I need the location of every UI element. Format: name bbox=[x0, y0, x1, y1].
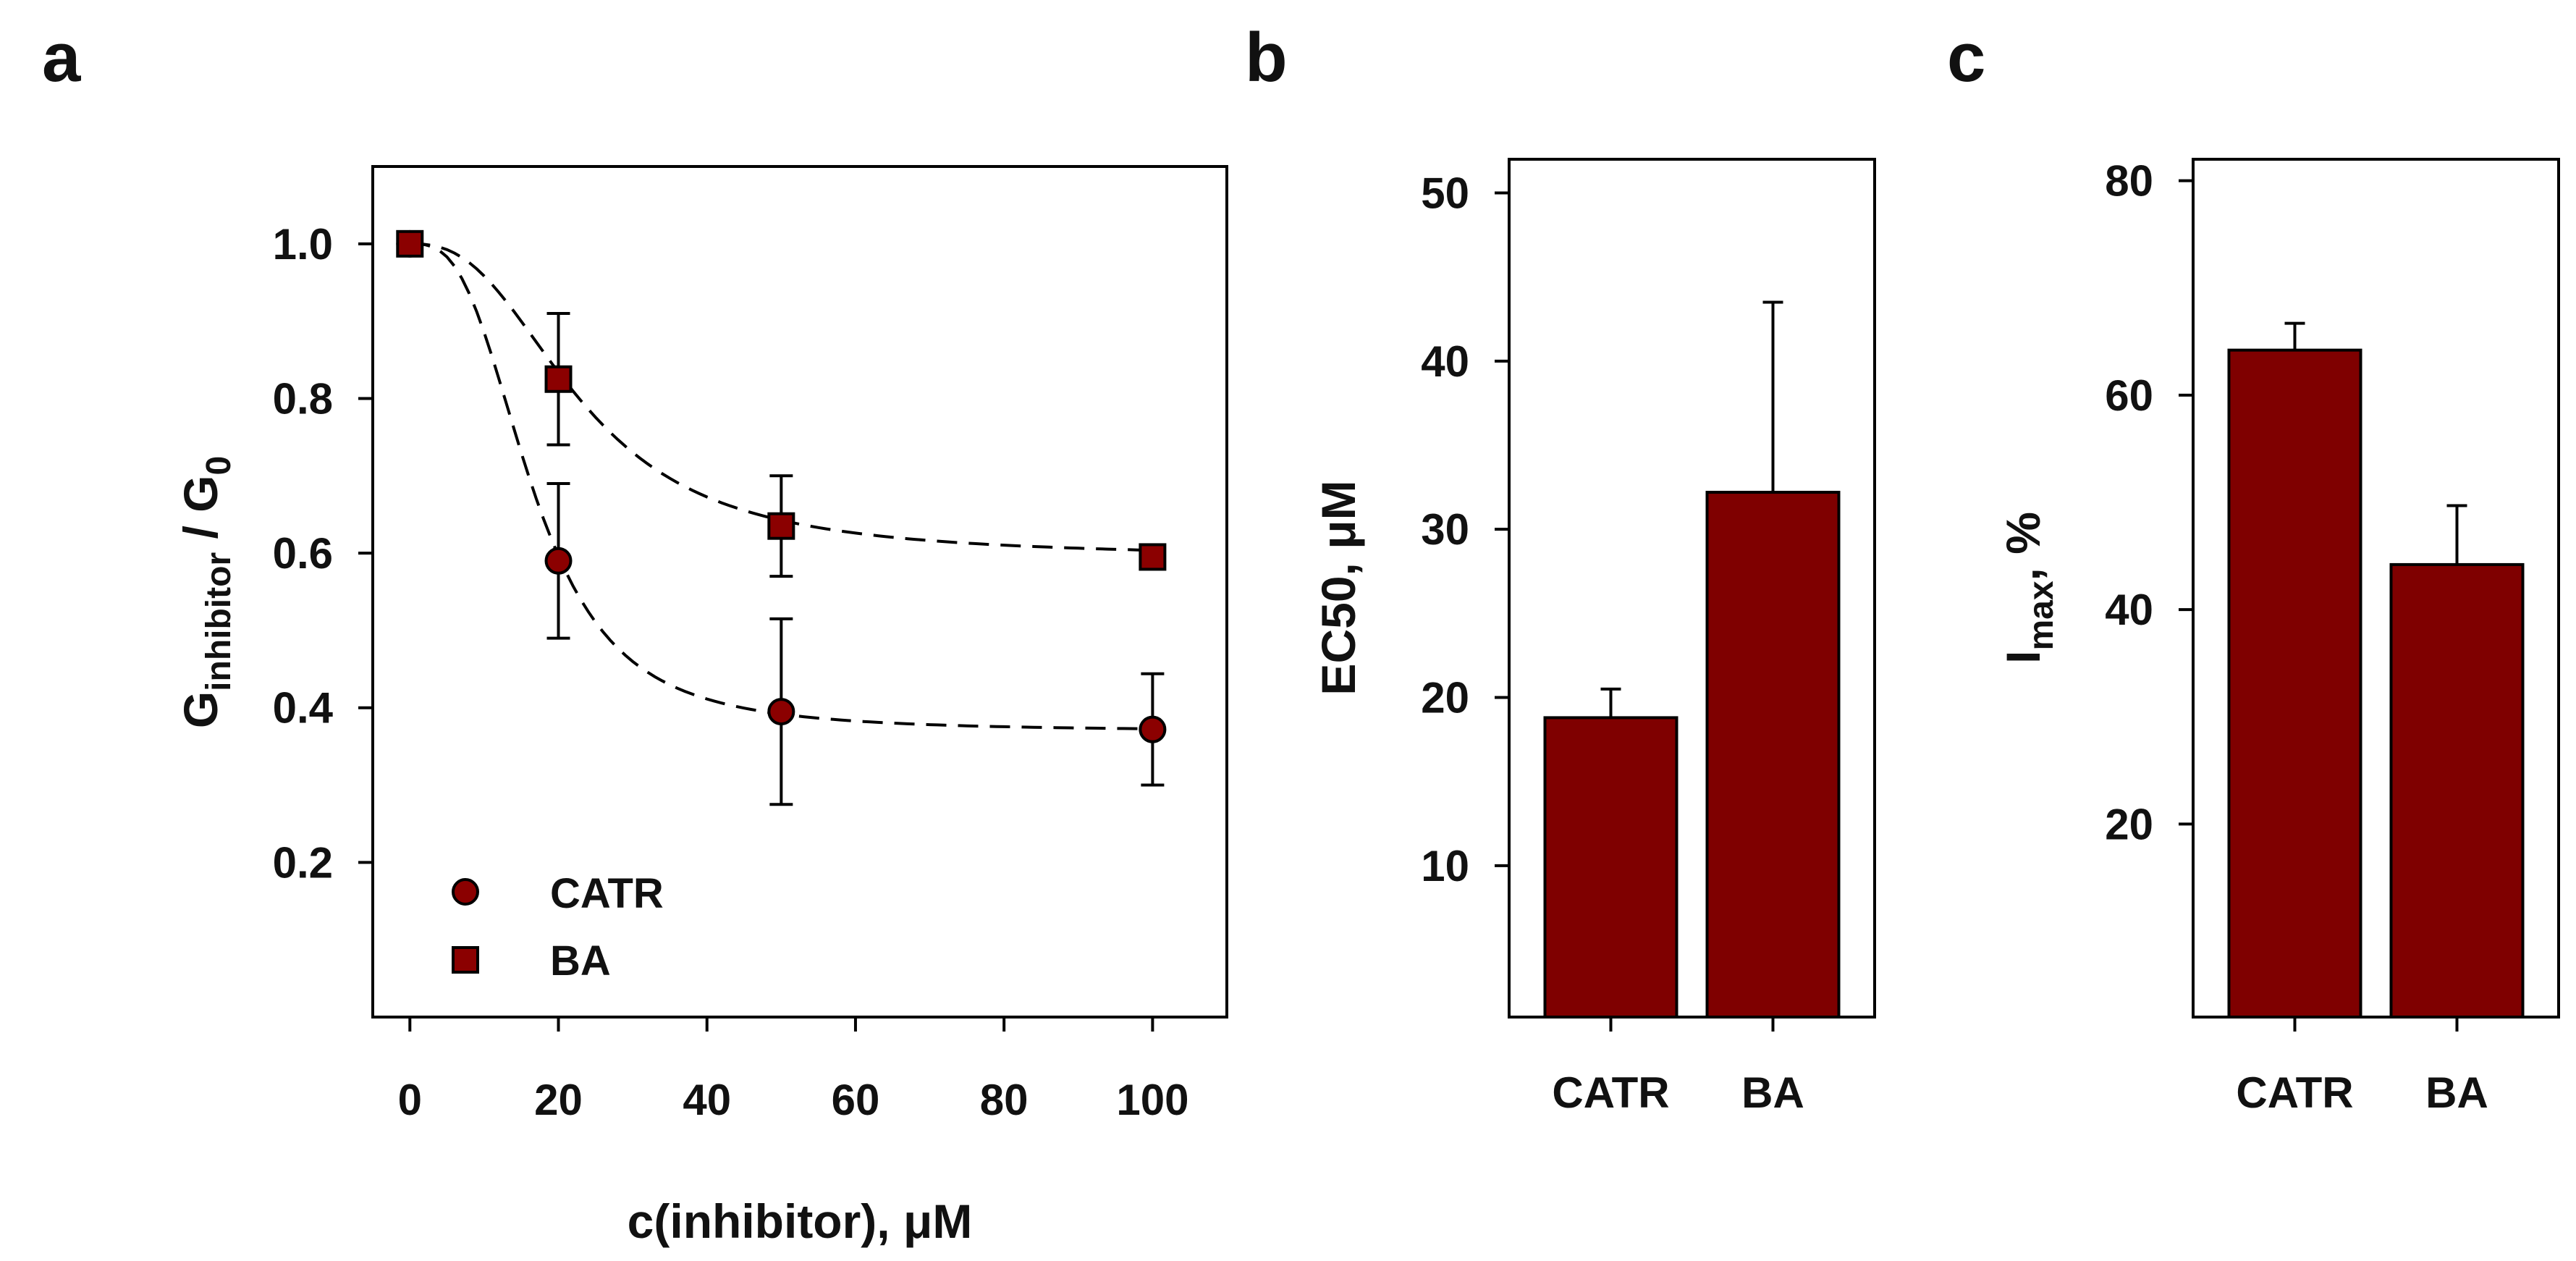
y-tick-label: 80 bbox=[2105, 157, 2153, 206]
plot-frame bbox=[2192, 158, 2560, 1018]
y-axis-title-subscript: inhibitor bbox=[200, 552, 238, 691]
bar-ba bbox=[1705, 491, 1841, 1018]
y-tick-labels: 20 40 60 80 bbox=[2105, 157, 2153, 849]
legend-marker-catr bbox=[452, 878, 479, 906]
y-tick-label: 0.4 bbox=[273, 684, 334, 733]
data-point-ba bbox=[767, 512, 795, 540]
y-axis-title-subscript-2: 0 bbox=[200, 456, 238, 476]
y-tick-label: 0.6 bbox=[273, 529, 333, 578]
x-tick-label: 20 bbox=[534, 1076, 583, 1124]
y-axis-title-subscript: max bbox=[2022, 581, 2061, 650]
x-tick-label: 100 bbox=[1116, 1076, 1188, 1124]
bars bbox=[2227, 348, 2525, 1019]
x-category-label: BA bbox=[2425, 1068, 2488, 1117]
y-tick-label: 40 bbox=[1421, 337, 1469, 386]
y-tick-label: 40 bbox=[2105, 586, 2153, 634]
y-tick-label: 20 bbox=[2105, 800, 2153, 848]
y-tick-label: 0.2 bbox=[273, 838, 333, 887]
x-tick-labels: 0 20 40 60 80 100 bbox=[398, 1076, 1189, 1124]
x-tick-label: 0 bbox=[398, 1076, 422, 1124]
bars bbox=[1543, 491, 1841, 1018]
bar-catr bbox=[1543, 716, 1678, 1018]
y-axis-title-main: G bbox=[174, 691, 227, 728]
x-category-label: BA bbox=[1741, 1068, 1804, 1117]
error-bars bbox=[546, 311, 1165, 806]
x-category-labels: CATR BA bbox=[2236, 1068, 2488, 1117]
x-tick-label: 40 bbox=[683, 1076, 731, 1124]
legend-marker-ba bbox=[452, 946, 479, 974]
plot-frame bbox=[371, 165, 1228, 1018]
legend-label-catr: CATR bbox=[550, 870, 664, 917]
legend-label-ba: BA bbox=[550, 937, 611, 984]
axis-ticks bbox=[358, 242, 1154, 1032]
data-point-ba bbox=[544, 365, 573, 393]
y-axis-title: Ginhibitor / G0 bbox=[174, 456, 238, 728]
y-tick-labels: 0.2 0.4 0.6 0.8 1.0 bbox=[273, 220, 334, 887]
plot-frame bbox=[1508, 158, 1876, 1018]
y-tick-label: 50 bbox=[1421, 169, 1469, 217]
y-axis-title-main: I bbox=[1996, 651, 2050, 664]
x-category-label: CATR bbox=[1552, 1068, 1669, 1117]
error-bars bbox=[1600, 300, 1783, 718]
error-bars bbox=[2284, 321, 2467, 565]
y-tick-label: 30 bbox=[1421, 505, 1469, 554]
y-axis-title: EC50, μM bbox=[1312, 480, 1365, 695]
panel-label-a: a bbox=[42, 19, 81, 96]
y-tick-label: 0.8 bbox=[273, 374, 333, 423]
data-point-ba bbox=[1139, 543, 1167, 571]
x-tick-label: 80 bbox=[980, 1076, 1029, 1124]
y-axis-title-rest: , % bbox=[1996, 512, 2050, 581]
data-point-catr bbox=[544, 547, 573, 575]
x-axis-title: c(inhibitor), μM bbox=[628, 1194, 973, 1248]
data-point-catr bbox=[767, 698, 795, 726]
data-markers bbox=[396, 229, 1167, 743]
panel-c-chart: 20 40 60 80 CATR BA Imax, % bbox=[1996, 157, 2560, 1117]
data-point-catr bbox=[1139, 715, 1167, 743]
y-tick-label: 1.0 bbox=[273, 220, 333, 269]
panel-b-chart: 10 20 30 40 50 CATR BA EC50, μM bbox=[1312, 158, 1876, 1117]
x-category-labels: CATR BA bbox=[1552, 1068, 1804, 1117]
panel-label-b: b bbox=[1245, 19, 1288, 96]
axis-ticks bbox=[2179, 179, 2459, 1032]
x-tick-label: 60 bbox=[832, 1076, 880, 1124]
y-axis-title: Imax, % bbox=[1996, 512, 2061, 664]
y-tick-label: 60 bbox=[2105, 371, 2153, 420]
y-tick-labels: 10 20 30 40 50 bbox=[1421, 169, 1469, 890]
bar-catr bbox=[2227, 348, 2362, 1019]
y-tick-label: 10 bbox=[1421, 842, 1469, 890]
x-category-label: CATR bbox=[2236, 1068, 2353, 1117]
y-tick-label: 20 bbox=[1421, 674, 1469, 722]
axis-ticks bbox=[1495, 191, 1775, 1032]
legend: CATR BA bbox=[452, 870, 664, 984]
panel-a-chart: 0 20 40 60 80 100 0.2 0.4 0.6 0.8 1.0 c(inhibitor… bbox=[174, 165, 1228, 1248]
panel-label-c: c bbox=[1947, 19, 1985, 96]
y-axis-title-separator: / G bbox=[174, 476, 227, 552]
data-point-ba bbox=[396, 229, 424, 258]
bar-ba bbox=[2389, 562, 2525, 1018]
